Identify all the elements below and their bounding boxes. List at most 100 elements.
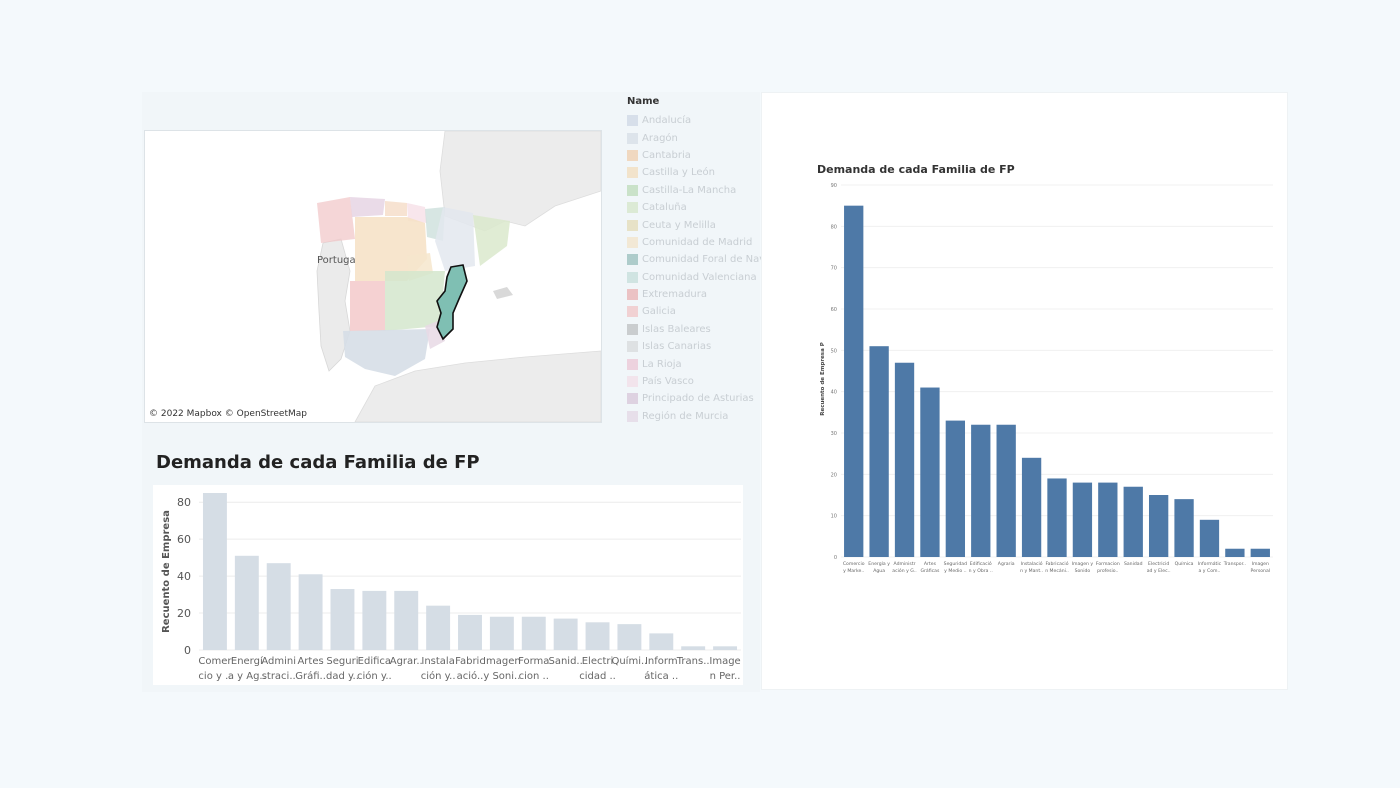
big-chart-bar[interactable] — [1148, 495, 1169, 557]
small-chart-xtick: Edifica — [358, 656, 391, 667]
legend-item[interactable]: Andalucía — [627, 112, 761, 129]
big-chart-xtick: Personal — [1251, 568, 1271, 574]
legend-label: Castilla-La Mancha — [642, 184, 737, 196]
map-canvas[interactable]: Portuga — [145, 131, 601, 422]
small-chart-bar[interactable] — [298, 574, 323, 650]
legend-label: Cantabria — [642, 149, 691, 161]
small-chart-bar[interactable] — [330, 589, 355, 650]
big-chart-bar[interactable] — [894, 362, 915, 557]
map-region-galicia — [317, 197, 355, 243]
legend-item[interactable]: Ceuta y Melilla — [627, 216, 761, 233]
big-chart-bar[interactable] — [971, 424, 991, 557]
map-region-andalucia — [343, 329, 430, 376]
legend-swatch — [627, 271, 638, 283]
small-bar-chart[interactable]: 0 20 40 60 80 Recuento de Empresa Comer cio y .… — [153, 485, 743, 685]
big-chart-bar[interactable] — [1072, 482, 1093, 557]
legend-item[interactable]: Cataluña — [627, 199, 761, 216]
small-chart-xtick: ació.. — [457, 670, 484, 682]
legend-label: Andalucía — [642, 115, 692, 127]
legend-label: Cataluña — [642, 202, 687, 214]
big-chart-bar[interactable] — [920, 387, 940, 557]
legend-item[interactable]: Castilla y León — [627, 164, 761, 181]
small-chart-bar[interactable] — [202, 493, 227, 650]
legend-label: Galicia — [642, 306, 676, 318]
big-chart-xtick: Edificació — [970, 560, 992, 567]
big-chart-ytick: 60 — [831, 307, 837, 313]
big-chart-bar[interactable] — [1123, 486, 1143, 557]
small-chart-bar[interactable] — [458, 614, 482, 650]
legend-item[interactable]: Comunidad de Madrid — [627, 234, 761, 251]
region-map[interactable]: Portuga © 2022 Mapbox © OpenStreetMap — [144, 130, 602, 423]
small-chart-bar[interactable] — [394, 590, 419, 650]
big-chart-bar[interactable] — [1225, 548, 1245, 557]
small-chart-bar[interactable] — [266, 563, 291, 650]
big-chart-bar[interactable] — [1199, 519, 1220, 557]
small-chart-ytick: 80 — [177, 496, 191, 509]
big-chart-bar[interactable] — [869, 346, 889, 557]
legend-label: Castilla y León — [642, 167, 715, 179]
small-chart-bar[interactable] — [521, 616, 546, 650]
legend-swatch — [627, 323, 638, 335]
small-chart-xtick: straci.. — [262, 671, 296, 682]
small-chart-xtick: Image — [709, 656, 740, 667]
legend-item[interactable]: Cantabria — [627, 147, 761, 164]
big-chart-ytick: 40 — [831, 390, 837, 396]
map-credit: © 2022 Mapbox © OpenStreetMap — [149, 409, 307, 419]
legend-item[interactable]: Comunidad Valenciana — [627, 269, 761, 286]
small-chart-title: Demanda de cada Familia de FP — [156, 452, 480, 473]
small-chart-xtick: cio y .. — [198, 671, 231, 682]
big-chart-bar[interactable] — [1098, 482, 1118, 557]
big-bar-chart[interactable]: 0 10 20 30 40 50 60 70 80 90 Recuento de Empresa P… — [761, 92, 1286, 688]
map-label-portugal: Portuga — [317, 255, 356, 266]
small-chart-bar[interactable] — [362, 590, 387, 650]
legend-item[interactable]: Extremadura — [627, 286, 761, 303]
big-chart-bar[interactable] — [945, 420, 966, 557]
legend-item[interactable]: Castilla-La Mancha — [627, 182, 761, 199]
small-chart-bar[interactable] — [234, 555, 259, 650]
legend-swatch — [627, 219, 638, 231]
big-chart-xtick: Sonido — [1075, 568, 1091, 574]
legend-label: Comunidad de Madrid — [642, 236, 753, 248]
legend-item[interactable]: Principado de Asturias — [627, 390, 761, 407]
legend-item[interactable]: La Rioja — [627, 355, 761, 372]
legend-item[interactable]: Islas Canarias — [627, 338, 761, 355]
legend-item[interactable]: Aragón — [627, 129, 761, 146]
small-chart-bar[interactable] — [681, 646, 706, 650]
small-chart-bar[interactable] — [585, 622, 610, 650]
legend-swatch — [627, 149, 638, 161]
legend-item[interactable]: Región de Murcia — [627, 408, 761, 425]
big-chart-bar[interactable] — [1021, 457, 1042, 557]
small-chart-bar[interactable] — [426, 605, 451, 650]
legend-item[interactable]: Comunidad Foral de Navarra — [627, 251, 761, 268]
small-bar-chart-canvas[interactable]: 0 20 40 60 80 Recuento de Empresa Comer cio y .… — [153, 485, 743, 685]
big-chart-xtick: y Medio .. — [944, 568, 966, 574]
big-chart-xtick: y Marke.. — [843, 568, 864, 574]
legend-swatch — [627, 376, 638, 388]
big-chart-bar[interactable] — [996, 424, 1016, 557]
big-chart-xtick: Instalació — [1021, 560, 1043, 567]
small-chart-bar[interactable] — [489, 616, 514, 650]
legend-swatch — [627, 167, 638, 179]
legend-label: Aragón — [642, 132, 678, 144]
legend-item[interactable]: Islas Baleares — [627, 321, 761, 338]
small-chart-bar[interactable] — [617, 624, 642, 650]
big-chart-bar[interactable] — [1250, 548, 1270, 557]
legend-swatch — [627, 358, 638, 370]
small-chart-bar[interactable] — [553, 618, 578, 650]
map-land-france — [439, 131, 601, 232]
small-chart-bar[interactable] — [649, 633, 674, 650]
legend-item[interactable]: Galicia — [627, 303, 761, 320]
legend-swatch — [627, 306, 638, 318]
legend-label: Comunidad Foral de Navarra — [642, 254, 761, 266]
map-region-comunidad-valenciana[interactable] — [436, 264, 468, 341]
small-chart-xtick: Agrar.. — [390, 656, 423, 667]
small-chart-xtick: Quími.. — [611, 655, 647, 667]
small-chart-xtick: Energí — [231, 655, 264, 667]
big-chart-bar[interactable] — [1047, 478, 1067, 557]
big-chart-bar[interactable] — [1174, 499, 1194, 557]
big-chart-xtick: Comercio — [843, 561, 865, 567]
big-chart-bar[interactable] — [844, 205, 864, 557]
small-chart-bar[interactable] — [713, 646, 738, 650]
legend-item[interactable]: País Vasco — [627, 373, 761, 390]
small-chart-xtick: Forma — [518, 656, 549, 667]
